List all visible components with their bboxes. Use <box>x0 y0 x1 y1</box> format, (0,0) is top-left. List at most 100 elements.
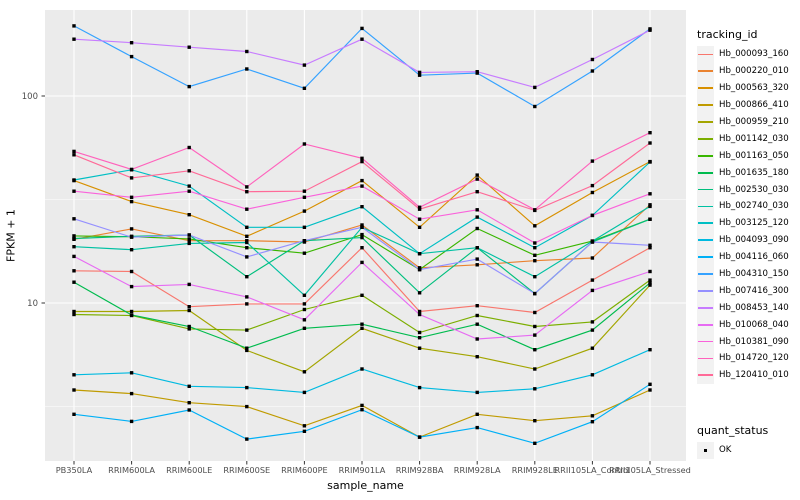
data-point <box>245 240 249 245</box>
series-color-line-icon <box>698 205 713 208</box>
data-point <box>417 309 422 314</box>
legend-key-swatch <box>697 164 714 182</box>
data-point <box>302 195 307 199</box>
data-point <box>590 57 595 62</box>
data-point <box>590 190 595 195</box>
data-point <box>72 269 76 273</box>
legend-key-swatch <box>697 130 714 148</box>
legend-key-swatch <box>697 45 714 63</box>
data-point <box>417 205 422 209</box>
legend-item-Hb_000093_160: Hb_000093_160 <box>697 45 799 63</box>
data-point <box>187 45 191 49</box>
legend-label: Hb_000866_410 <box>719 100 789 111</box>
data-point <box>72 280 76 284</box>
y-tick-label: 100 <box>22 92 38 102</box>
legend-label: Hb_003125_120 <box>719 218 789 229</box>
data-point <box>417 346 422 350</box>
data-point <box>302 318 307 322</box>
legend-title-tracking-id: tracking_id <box>697 28 758 41</box>
series-points-Hb_004116_060 <box>72 382 652 445</box>
data-point <box>129 227 134 231</box>
data-point <box>417 312 422 317</box>
x-tick-label: RRIM600LA <box>108 465 155 475</box>
data-point <box>302 63 307 67</box>
x-tick-label: RRIM928LA <box>454 465 501 475</box>
data-point <box>590 328 595 332</box>
data-point <box>475 70 479 74</box>
series-color-line-icon <box>698 121 713 123</box>
x-axis-title: sample_name <box>327 479 404 492</box>
data-point <box>245 49 249 54</box>
data-point <box>245 295 249 299</box>
data-point <box>648 283 652 287</box>
legend-item-Hb_001163_050: Hb_001163_050 <box>697 147 799 165</box>
data-point <box>475 337 479 341</box>
legend-key-swatch <box>697 96 714 114</box>
legend-key-swatch <box>697 62 714 80</box>
data-point <box>590 346 595 350</box>
legend: tracking_id Hb_000093_160 Hb_000220_010 Hb… <box>697 28 799 459</box>
data-point <box>475 313 479 318</box>
legend-key-swatch <box>697 265 714 283</box>
data-point <box>475 226 479 231</box>
data-point <box>187 84 191 89</box>
legend-label: Hb_002530_030 <box>719 184 789 195</box>
data-point <box>648 278 652 282</box>
data-point <box>302 142 307 146</box>
legend-label: Hb_000563_320 <box>719 83 789 94</box>
legend-label: Hb_008453_140 <box>719 302 789 313</box>
data-point <box>245 275 249 279</box>
data-point <box>187 324 191 329</box>
legend-label: Hb_000093_160 <box>719 49 789 60</box>
data-point <box>129 54 134 59</box>
data-point <box>648 382 652 386</box>
legend-item-Hb_003125_120: Hb_003125_120 <box>697 214 799 232</box>
legend-item-Hb_000220_010: Hb_000220_010 <box>697 62 799 80</box>
legend-key-swatch <box>697 366 714 384</box>
data-point <box>590 373 595 377</box>
data-point <box>648 388 652 392</box>
data-point <box>648 28 652 32</box>
data-point <box>245 234 249 238</box>
legend-key-swatch <box>697 113 714 131</box>
data-point <box>302 251 307 255</box>
data-point <box>187 308 191 313</box>
panel-background <box>45 10 686 461</box>
series-color-line-icon <box>698 290 713 292</box>
data-point <box>475 208 479 212</box>
data-point <box>533 241 537 245</box>
legend-label: Hb_004093_090 <box>719 235 789 246</box>
legend-item-Hb_004093_090: Hb_004093_090 <box>697 231 799 249</box>
data-point <box>187 145 191 150</box>
data-point <box>302 86 307 90</box>
data-point <box>475 412 479 416</box>
series-points-Hb_000093_160 <box>72 246 652 315</box>
x-tick-label: RRIM928BA <box>396 465 444 475</box>
data-point <box>590 213 595 218</box>
data-point <box>72 309 76 314</box>
data-point <box>417 267 422 272</box>
data-point <box>129 195 134 199</box>
data-point <box>72 245 76 249</box>
legend-item-Hb_120410_010: Hb_120410_010 <box>697 366 799 384</box>
legend-item-Hb_000563_320: Hb_000563_320 <box>697 79 799 97</box>
data-point <box>590 159 595 163</box>
legend-key-swatch <box>697 147 714 165</box>
data-point <box>417 266 422 270</box>
data-point <box>302 307 307 312</box>
legend-label: Hb_004116_060 <box>719 252 789 263</box>
data-point <box>648 246 652 250</box>
data-point <box>72 153 76 157</box>
series-points-Hb_000959_210 <box>72 283 652 374</box>
data-point <box>360 184 364 188</box>
series-color-line-icon <box>698 340 713 343</box>
data-point <box>187 241 191 246</box>
data-point <box>72 178 76 182</box>
data-point <box>302 239 307 243</box>
data-point <box>245 67 249 71</box>
data-point <box>187 237 191 241</box>
data-point <box>475 257 479 261</box>
series-color-line-icon <box>698 188 713 191</box>
data-point <box>360 246 364 250</box>
